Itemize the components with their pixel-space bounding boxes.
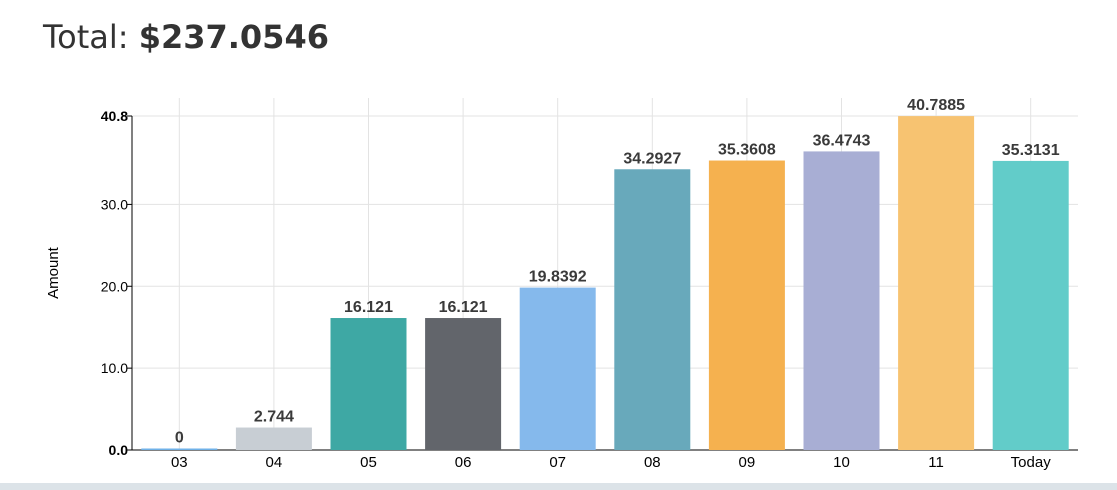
x-tick-label: 11	[928, 454, 944, 471]
bar-06[interactable]	[425, 318, 502, 450]
x-tick-label: 06	[455, 454, 472, 471]
bar-09[interactable]	[708, 160, 785, 450]
x-tick-label: Today	[1011, 454, 1052, 471]
bar-value-label: 34.2927	[623, 150, 681, 167]
total-heading: Total: $237.0546	[43, 18, 329, 56]
bar-value-label: 0	[175, 430, 184, 447]
bar-04[interactable]	[235, 427, 312, 450]
bar-11[interactable]	[898, 116, 975, 450]
y-tick-label: 20.0	[101, 278, 128, 294]
bar-08[interactable]	[614, 169, 691, 450]
bar-value-label: 36.4743	[813, 132, 871, 149]
bar-value-label: 16.121	[439, 299, 488, 316]
value-labels: 0 2.744 16.121 16.121 19.8392 34.2927 35.3608 3…	[175, 97, 1060, 446]
x-tick-label: 04	[266, 454, 283, 471]
bar-03[interactable]	[141, 448, 218, 451]
bar-value-label: 35.3608	[718, 142, 776, 159]
total-label: Total:	[43, 18, 129, 56]
bar-value-label: 16.121	[344, 299, 393, 316]
y-tick-label: 40.8	[101, 108, 128, 124]
x-tick-label: 10	[833, 454, 850, 471]
y-tick-label: 10.0	[101, 360, 128, 376]
bottom-scrollbar[interactable]	[0, 483, 1117, 490]
bar-07[interactable]	[519, 287, 596, 450]
x-tick-label: 05	[360, 454, 377, 471]
total-amount: $237.0546	[138, 18, 329, 56]
x-tick-label: 09	[739, 454, 756, 471]
y-tick-label: 0.0	[109, 442, 129, 458]
x-tick-label: 08	[644, 454, 661, 471]
bar-value-label: 40.7885	[907, 97, 965, 114]
bars	[141, 116, 1069, 451]
x-tick-label: 03	[171, 454, 188, 471]
x-tick-label: 07	[549, 454, 566, 471]
tick-labels: 0.0 10.0 20.0 30.0 40.8 03 04 05 06 07 08 09 10 11 Tod…	[101, 108, 1051, 471]
bar-value-label: 35.3131	[1002, 142, 1060, 159]
bar-10[interactable]	[803, 151, 880, 450]
bar-value-label: 19.8392	[529, 269, 587, 286]
bar-05[interactable]	[330, 318, 407, 450]
y-axis-label: Amount	[45, 246, 62, 299]
bar-value-label: 2.744	[254, 409, 294, 426]
y-tick-label: 30.0	[101, 196, 128, 212]
bar-today[interactable]	[992, 160, 1069, 450]
